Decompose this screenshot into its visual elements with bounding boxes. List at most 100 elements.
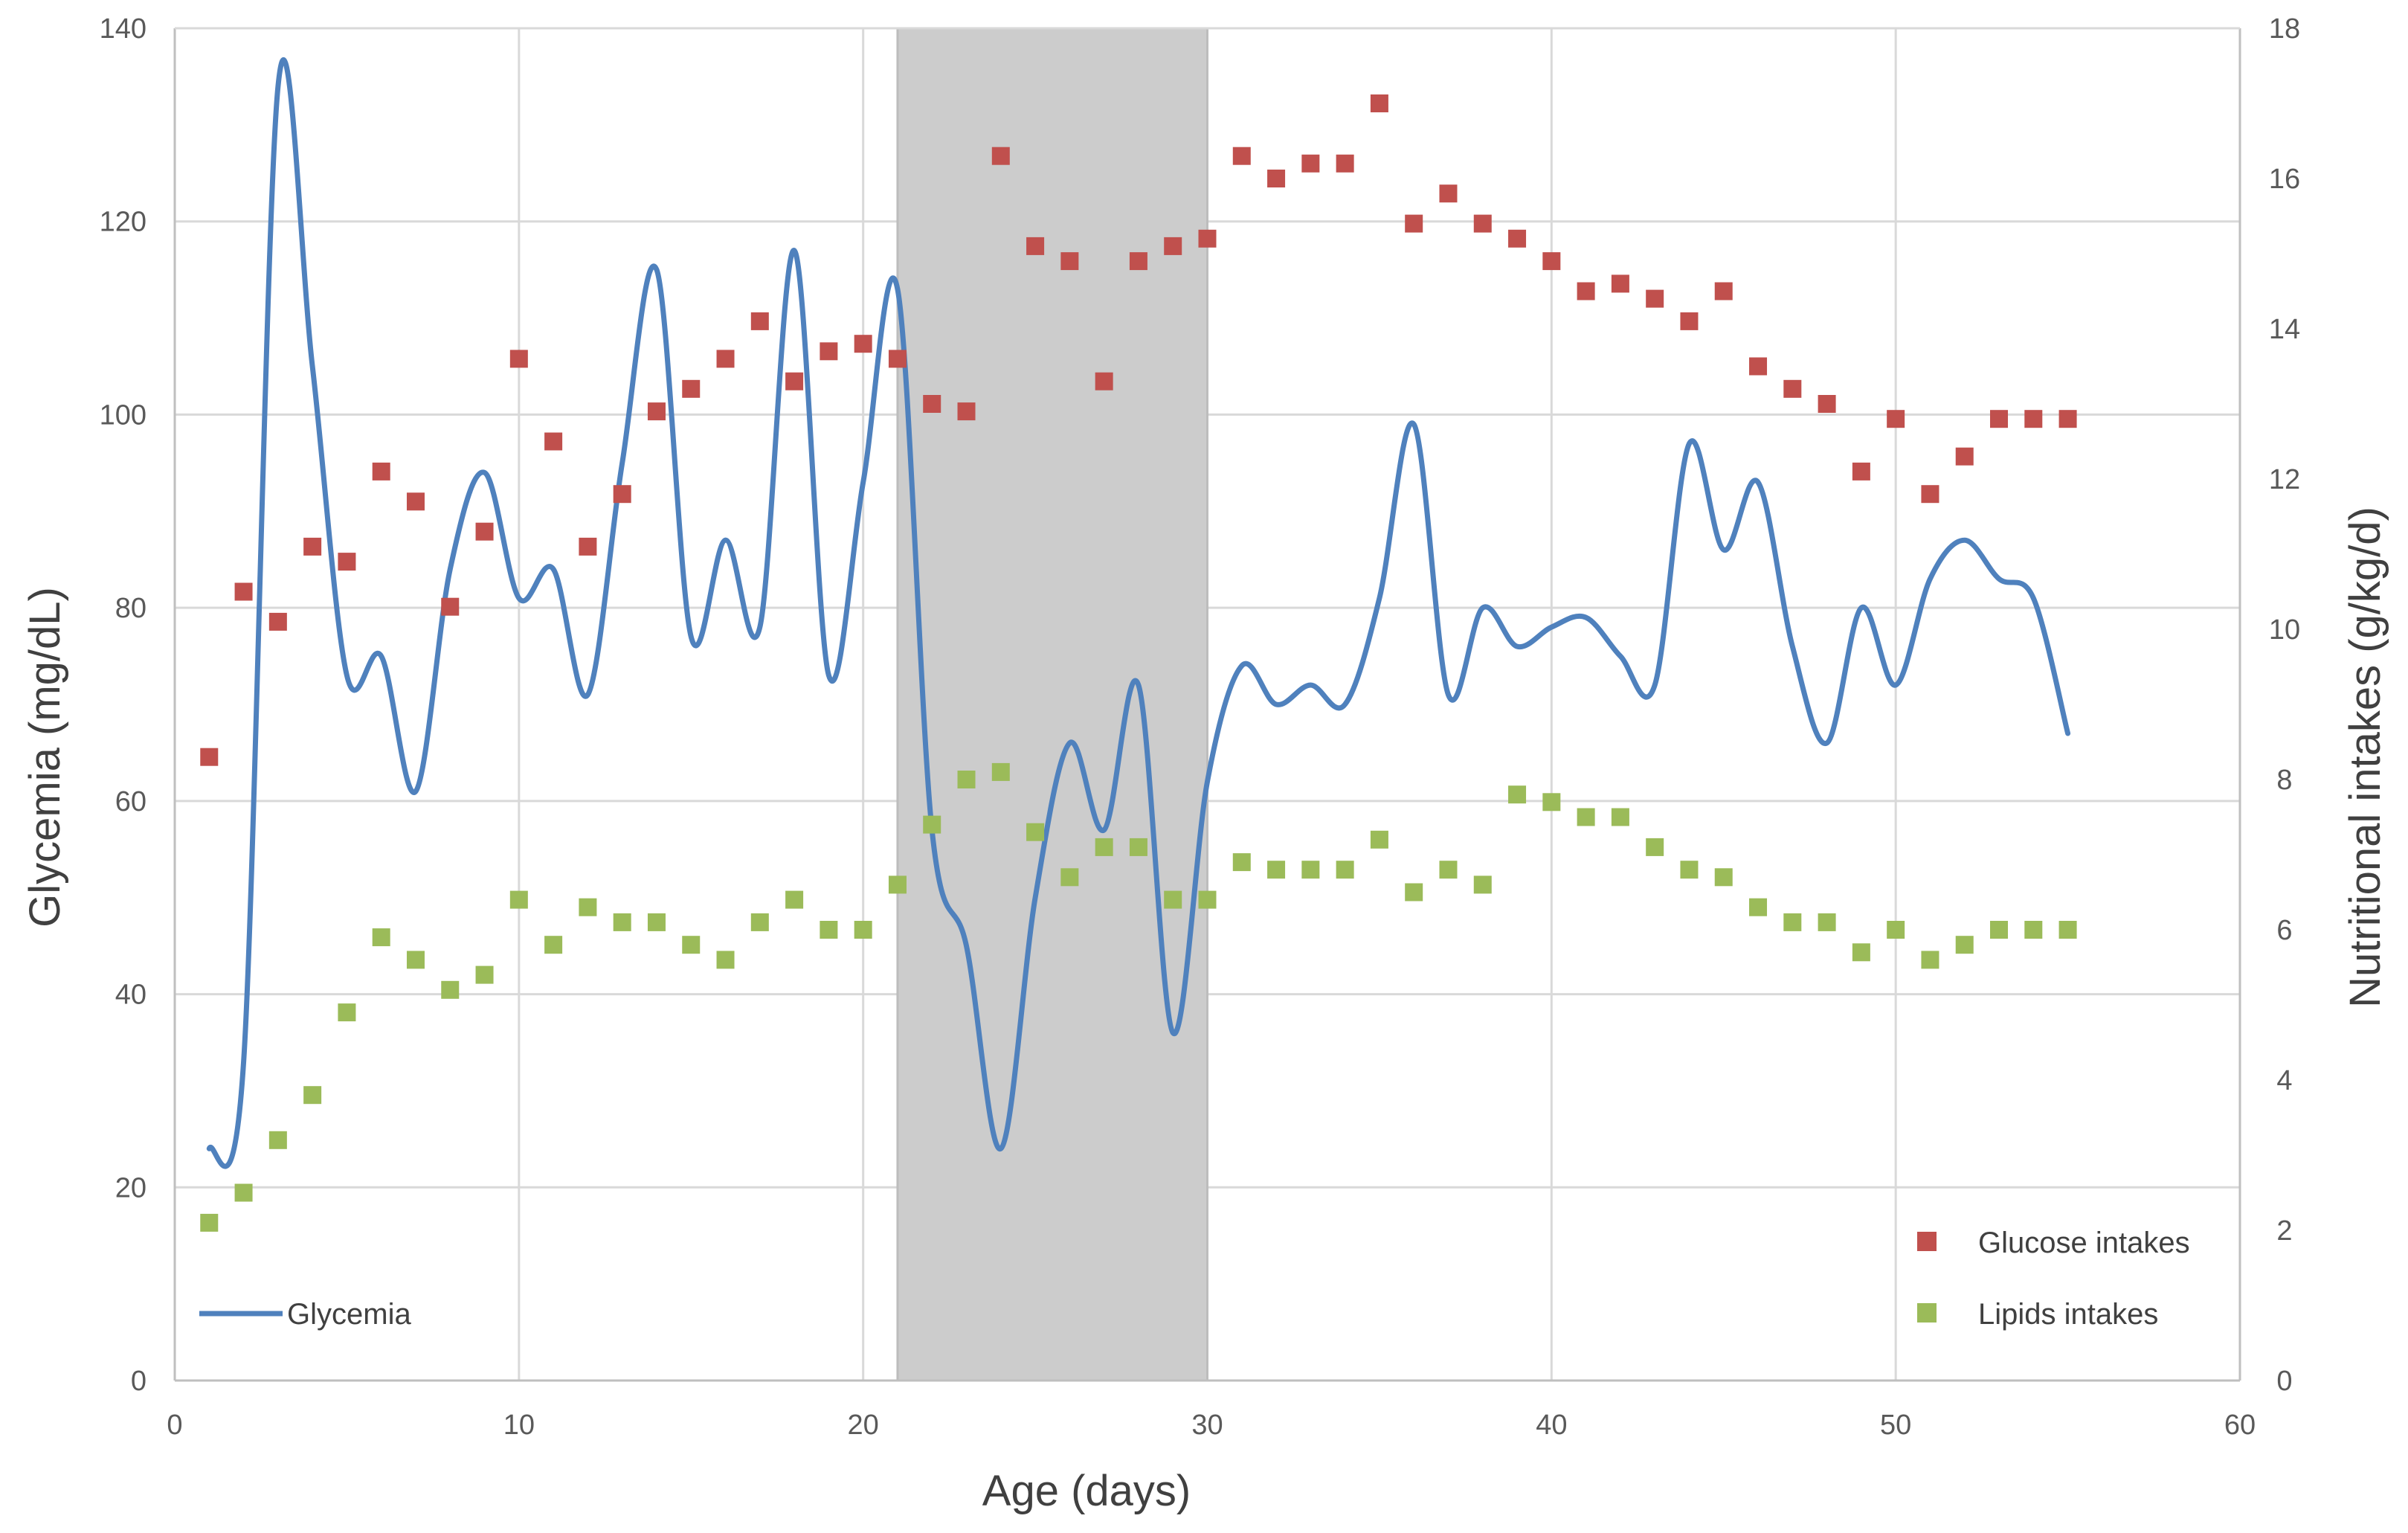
lipids-point <box>1198 890 1217 909</box>
lipids-point <box>1577 808 1595 826</box>
glucose-point <box>1198 229 1217 248</box>
y-tick-label: 140 <box>100 13 147 45</box>
lipids-point <box>509 890 528 909</box>
glucose-point <box>234 582 253 601</box>
glucose-point <box>441 597 460 616</box>
glucose-point <box>1921 485 1939 504</box>
lipids-point <box>1818 913 1836 931</box>
glucose-point <box>613 485 631 504</box>
glucose-point <box>200 748 219 766</box>
glucose-point <box>579 537 597 556</box>
y-tick-label: 0 <box>131 1366 147 1397</box>
y2-tick-labels: 0 2 4 6 8 10 12 14 16 18 <box>2269 13 2300 1397</box>
lipids-point <box>338 1003 356 1022</box>
lipids-point <box>854 921 872 939</box>
lipids-point <box>785 890 804 909</box>
lipids-point <box>1164 890 1182 909</box>
glucose-point <box>1646 289 1664 308</box>
glucose-point <box>1439 184 1458 203</box>
lipids-point <box>1301 861 1320 879</box>
y-tick-labels: 0 20 40 60 80 100 120 140 <box>100 13 147 1397</box>
y2-tick-label: 10 <box>2269 614 2300 646</box>
glucose-point <box>750 312 769 330</box>
y2-tick-label: 14 <box>2269 314 2300 345</box>
glucose-point <box>509 350 528 368</box>
glucose-point <box>372 462 390 481</box>
x-tick-label: 10 <box>503 1410 535 1441</box>
lipids-point <box>1783 913 1802 931</box>
lipids-point <box>682 936 701 954</box>
glucose-point <box>1542 252 1561 271</box>
y2-tick-label: 8 <box>2276 765 2292 796</box>
glucose-point <box>1990 410 2009 428</box>
legend-glycemia-label: Glycemia <box>287 1298 411 1331</box>
lipids-point <box>1646 838 1664 856</box>
lipids-point <box>923 815 941 834</box>
glucose-point <box>682 379 701 398</box>
lipids-point <box>820 921 838 939</box>
y2-tick-label: 18 <box>2269 13 2300 45</box>
y-tick-label: 80 <box>115 593 147 624</box>
glucose-point <box>544 432 563 451</box>
lipids-point <box>1749 898 1768 916</box>
lipids-point <box>1095 838 1113 856</box>
glucose-point <box>1577 282 1595 301</box>
glucose-point <box>406 492 425 511</box>
lipids-point <box>303 1086 322 1105</box>
glucose-point <box>1164 237 1182 255</box>
axes <box>173 27 2241 1382</box>
lipids-point <box>1232 853 1251 872</box>
lipids-point <box>1405 883 1423 902</box>
lipids-point <box>1267 861 1286 879</box>
y2-tick-label: 12 <box>2269 464 2300 495</box>
lipids-point <box>200 1213 219 1232</box>
y2-tick-label: 2 <box>2276 1215 2292 1247</box>
lipids-point <box>1680 861 1699 879</box>
glucose-point <box>1714 282 1733 301</box>
glucose-point <box>268 612 287 631</box>
glucose-point <box>1783 379 1802 398</box>
lipids-point <box>579 898 597 916</box>
glucose-point <box>1370 94 1388 112</box>
x-tick-label: 0 <box>167 1410 182 1441</box>
lipids-point <box>475 965 494 984</box>
lipids-point <box>441 980 460 999</box>
glucose-point <box>820 342 838 361</box>
y-axis-title: Glycemia (mg/dL) <box>21 587 69 928</box>
lipids-point <box>372 928 390 947</box>
glucose-point <box>1060 252 1079 271</box>
glucose-point <box>1749 357 1768 376</box>
lipids-point <box>1129 838 1147 856</box>
glucose-point <box>1955 447 1974 466</box>
lipids-point <box>1611 808 1629 826</box>
lipids-point <box>2024 921 2043 939</box>
series <box>200 57 2077 1232</box>
lipids-point <box>1955 936 1974 954</box>
x-tick-label: 50 <box>1880 1410 1911 1441</box>
glucose-point <box>647 402 666 421</box>
glucose-point <box>888 350 907 368</box>
lipids-point <box>1336 861 1354 879</box>
shaded-period <box>896 27 1208 1382</box>
x-axis-title: Age (days) <box>982 1467 1191 1515</box>
glucose-point <box>2024 410 2043 428</box>
lipids-point <box>888 875 907 894</box>
glucose-point <box>1095 372 1113 391</box>
y2-tick-label: 4 <box>2276 1065 2292 1096</box>
x-tick-label: 60 <box>2224 1410 2256 1441</box>
glucose-point <box>1267 170 1286 187</box>
y2-tick-label: 16 <box>2269 164 2300 195</box>
lipids-point <box>234 1183 253 1202</box>
glucose-point <box>1611 274 1629 293</box>
y2-tick-label: 0 <box>2276 1366 2292 1397</box>
lipids-point <box>1714 868 1733 887</box>
y-tick-label: 60 <box>115 786 147 817</box>
lipids-point <box>1060 868 1079 887</box>
legend-lipids-swatch <box>1917 1303 1937 1323</box>
lipids-point <box>1852 943 1870 962</box>
lipids-point <box>957 771 976 788</box>
glucose-point <box>1680 312 1699 330</box>
glucose-point <box>957 402 976 421</box>
lipids-point <box>1542 793 1561 812</box>
lipids-point <box>613 913 631 931</box>
